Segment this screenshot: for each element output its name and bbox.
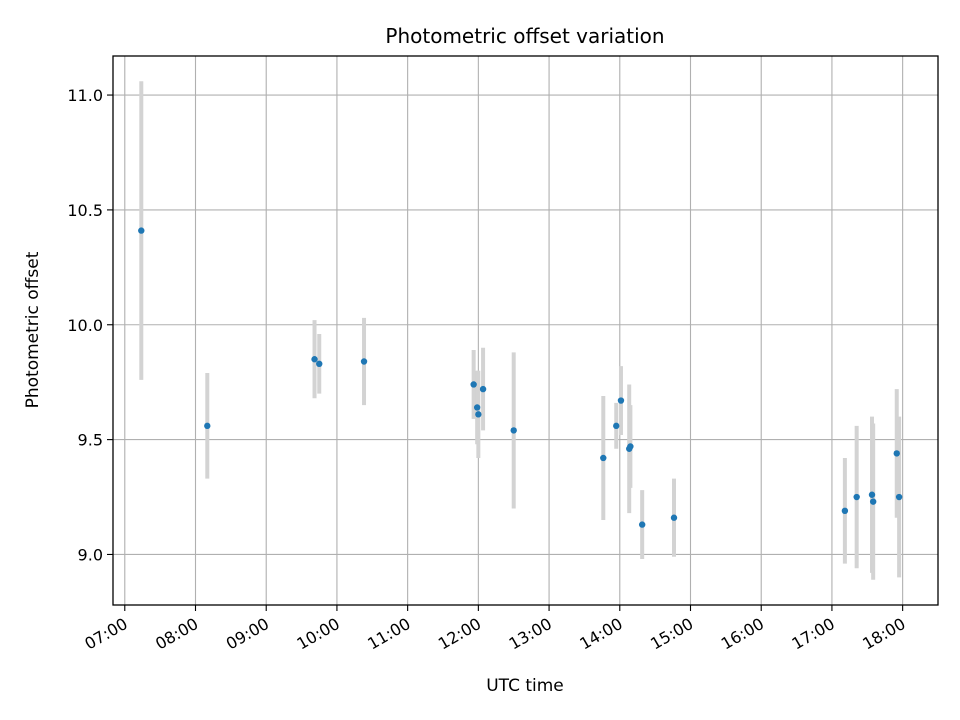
x-axis-label: UTC time	[486, 676, 564, 696]
data-point	[670, 514, 678, 521]
data-point	[311, 356, 318, 363]
data-point	[627, 443, 634, 450]
y-axis-ticks: 9.0 9.5 10.0 10.5 11.0	[67, 86, 113, 564]
data-point	[204, 422, 211, 430]
data-point	[138, 227, 145, 234]
data-point	[316, 360, 323, 368]
data-point	[475, 411, 482, 418]
y-tick-label: 9.5	[78, 431, 103, 450]
y-tick-label: 9.0	[78, 545, 103, 564]
data-point	[617, 397, 625, 404]
data-point	[473, 404, 481, 411]
data-point	[613, 422, 620, 430]
plot-area	[113, 56, 938, 605]
data-point	[638, 521, 646, 528]
data-point	[600, 454, 607, 462]
data-point	[841, 507, 849, 515]
grid-lines	[113, 56, 938, 605]
data-points	[138, 227, 903, 528]
data-point	[893, 450, 900, 457]
data-point	[510, 427, 517, 434]
data-point	[869, 498, 877, 505]
data-point	[853, 493, 860, 501]
chart-title: Photometric offset variation	[385, 24, 664, 48]
data-point	[360, 358, 368, 365]
y-tick-label: 10.0	[67, 316, 103, 335]
y-tick-label: 10.5	[67, 201, 103, 220]
y-tick-label: 11.0	[67, 86, 103, 105]
plot-frame	[112, 55, 939, 606]
data-point	[895, 493, 903, 501]
data-point	[868, 491, 876, 498]
data-point	[470, 381, 477, 388]
data-point	[479, 385, 487, 393]
y-axis-label: Photometric offset	[23, 251, 43, 408]
